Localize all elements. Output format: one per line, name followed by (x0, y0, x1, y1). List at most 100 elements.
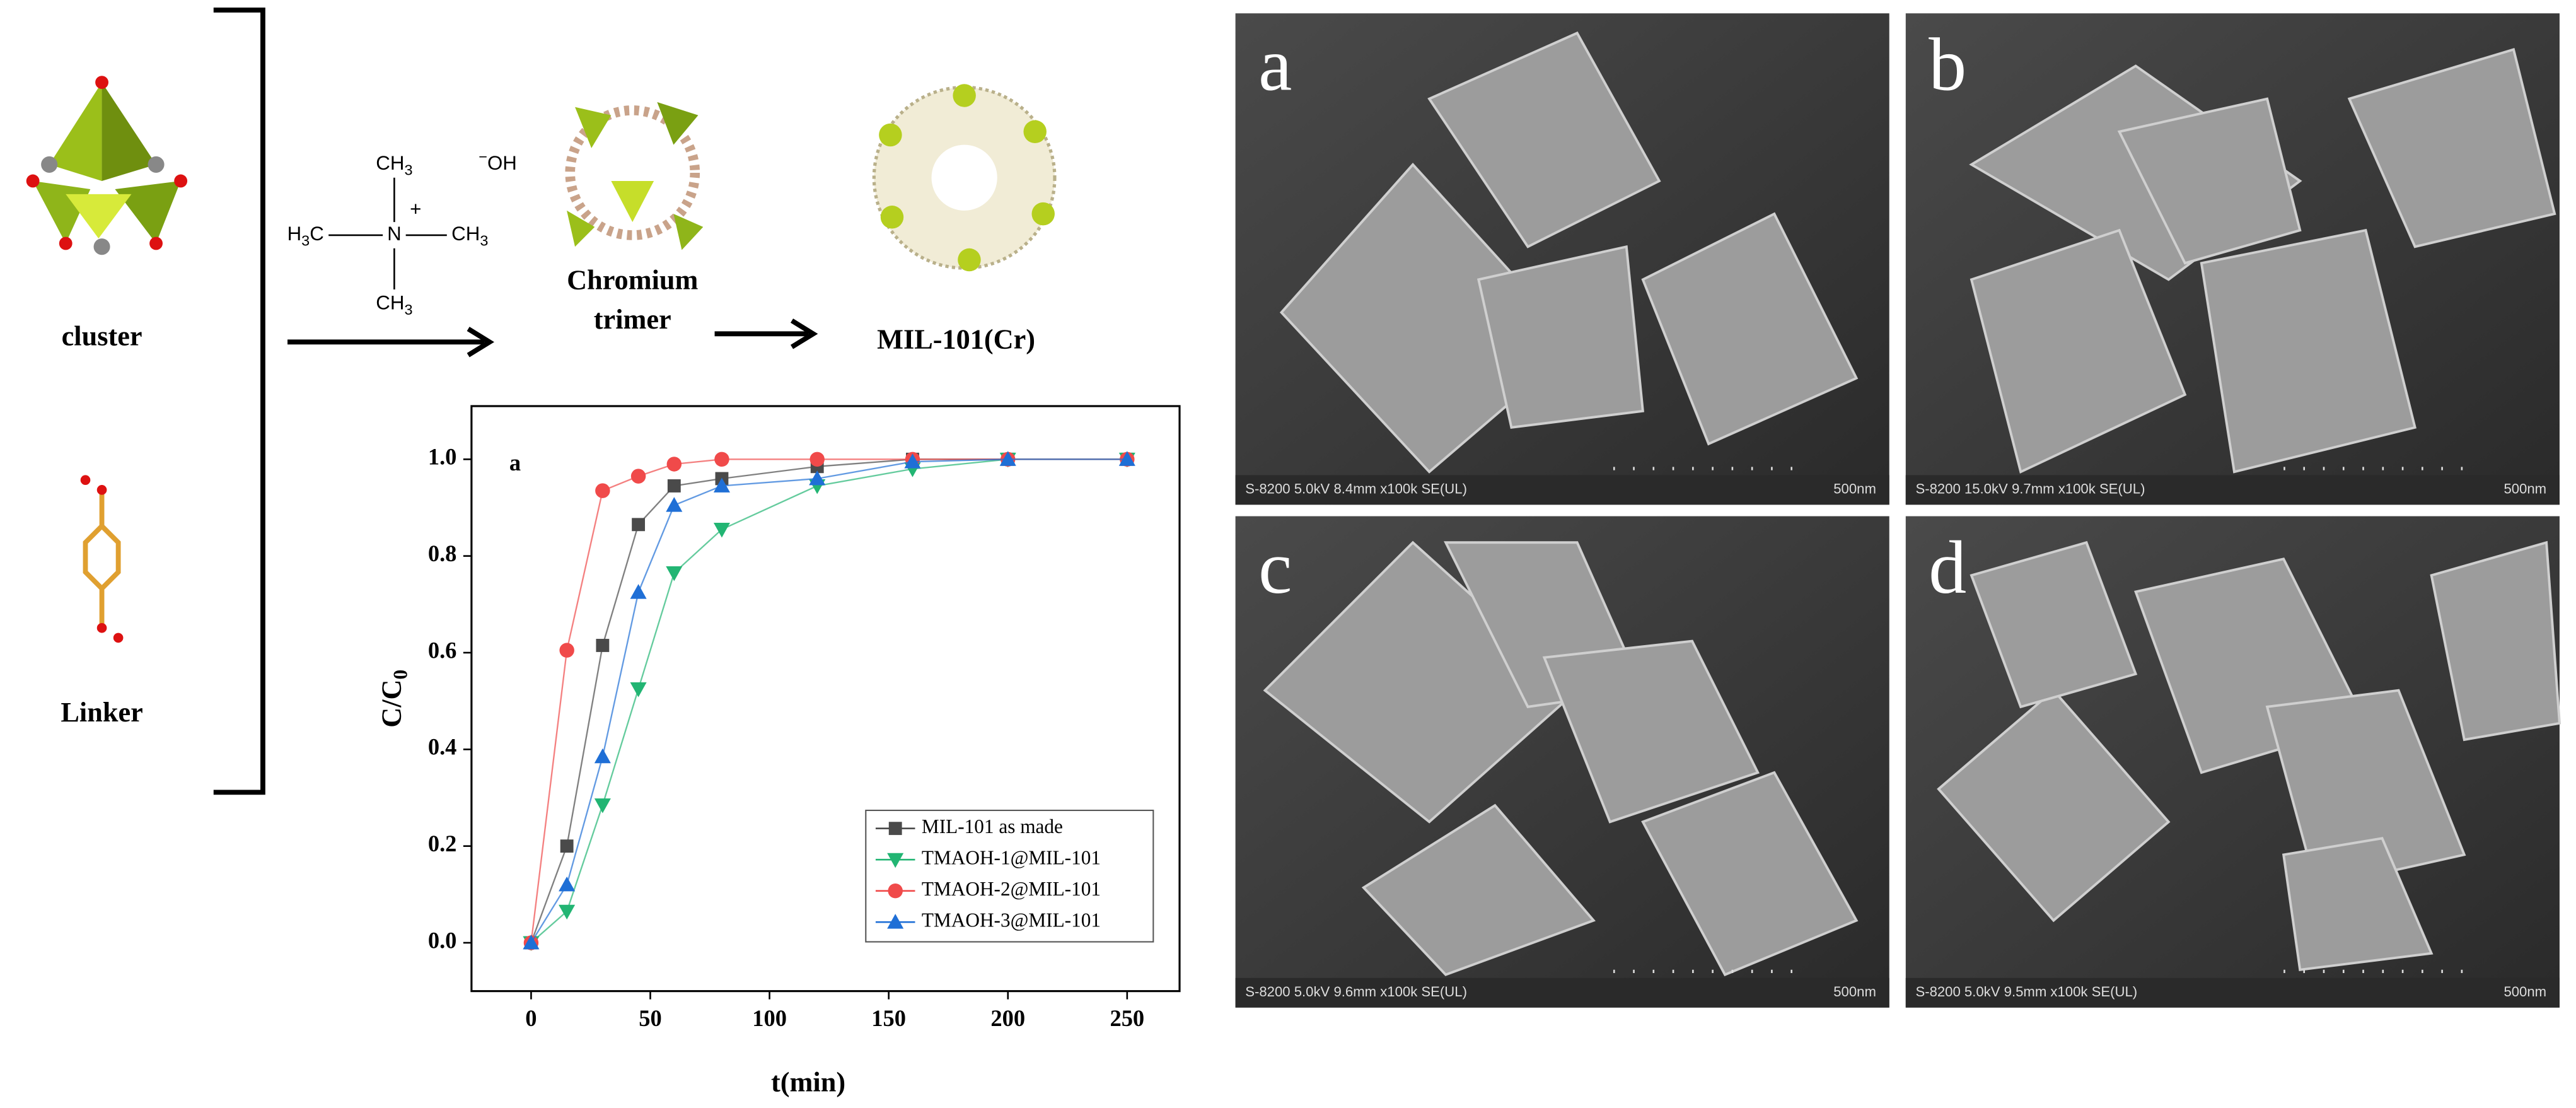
chart: a t(min) C/C0 0 50 100 150 200 2500.00.20.40.… (376, 405, 1181, 1097)
sem-label: c (1258, 525, 1292, 609)
marker (523, 934, 540, 950)
plot-frame (470, 405, 1181, 993)
methyl: CH3 (376, 152, 412, 178)
caption-strip (1235, 475, 1889, 505)
series-line (530, 458, 1127, 943)
crystal (2265, 689, 2466, 889)
marker (666, 566, 683, 581)
sem-label: b (1929, 22, 1966, 106)
crystal (1542, 639, 1760, 824)
legend-label: MIL-101 as made (922, 815, 1063, 837)
y-tick-label: 0.2 (428, 831, 457, 856)
legend-label: TMAOH-1@MIL-101 (922, 846, 1101, 868)
sem-panel: b S-8200 15.0kV 9.7mm x100k SE(UL) 500nm (1905, 13, 2560, 505)
trimer-structure (565, 102, 704, 250)
marker (666, 457, 682, 472)
sem-label: a (1258, 22, 1292, 106)
product-label: MIL-101(Cr) (877, 324, 1035, 355)
sem-images: a S-8200 5.0kV 8.4mm x100k SE(UL) 500nm b S-… (1235, 13, 2561, 1008)
marker (595, 483, 610, 498)
sem-caption: S-8200 5.0kV 9.5mm x100k SE(UL) (1915, 984, 2137, 1000)
text: C/C (376, 680, 407, 728)
trimer-label: trimer (594, 304, 671, 335)
text: H (287, 223, 302, 245)
crystal (1937, 689, 2171, 923)
text: CH (376, 152, 404, 174)
charge: + (410, 198, 421, 220)
marker (559, 876, 576, 892)
caption-strip (1905, 475, 2560, 505)
marker (630, 469, 646, 484)
x-tick-label: 200 (990, 1005, 1025, 1031)
marker (559, 643, 574, 658)
crystal (1641, 212, 1859, 446)
scheme: cluster Linker CH3 H3C CH3 CH3 N + −OH C… (26, 8, 1057, 795)
superscript: − (479, 149, 487, 165)
crystal (1970, 540, 2138, 709)
marker (809, 452, 825, 467)
marker (809, 470, 826, 486)
marker (594, 748, 611, 764)
scale-label: 500nm (1833, 481, 1876, 497)
crystal (2117, 97, 2302, 265)
text: CH (451, 223, 480, 245)
x-tick-label: 250 (1110, 1005, 1144, 1031)
nitrogen: N (387, 223, 402, 245)
marker (630, 584, 647, 599)
scale-label: 500nm (2503, 481, 2546, 497)
methyl: CH3 (451, 223, 488, 248)
marker (713, 477, 730, 493)
cluster-structure (26, 76, 188, 255)
y-tick-label: 0.8 (428, 540, 457, 566)
subscript: 3 (301, 233, 310, 249)
marker (596, 639, 610, 652)
marker (560, 839, 574, 853)
methyl: CH3 (376, 292, 412, 318)
linker-label: Linker (61, 697, 142, 728)
subscript: 3 (480, 233, 488, 249)
subscript: 3 (404, 301, 412, 318)
crystal (1970, 228, 2187, 474)
y-tick-label: 0.0 (428, 927, 457, 953)
marker (559, 904, 576, 920)
y-axis-label: C/C0 (376, 670, 412, 728)
marker (630, 682, 647, 697)
caption-strip (1905, 977, 2560, 1008)
y-tick-label: 1.0 (428, 444, 457, 470)
subscript: 0 (390, 670, 412, 680)
crystal (1477, 245, 1645, 429)
marker (1118, 451, 1135, 466)
methyl: H3C (287, 223, 324, 248)
anion: −OH (479, 149, 517, 175)
legend-label: TMAOH-2@MIL-101 (922, 878, 1101, 900)
x-tick-label: 100 (752, 1005, 787, 1031)
y-tick-label: 0.6 (428, 637, 457, 663)
crystal (1641, 771, 1859, 977)
crystal (2430, 540, 2561, 742)
crystal (1361, 803, 1596, 976)
text: CH (376, 292, 404, 314)
trimer-label: Chromium (567, 265, 698, 296)
legend-box (865, 809, 1154, 943)
text: C (310, 223, 324, 245)
arrows (287, 318, 818, 358)
sem-caption: S-8200 15.0kV 9.7mm x100k SE(UL) (1915, 481, 2145, 497)
y-tick-label: 0.4 (428, 734, 457, 760)
sem-panel: c S-8200 5.0kV 9.6mm x100k SE(UL) 500nm (1235, 516, 1889, 1008)
cluster-label: cluster (62, 320, 142, 351)
sem-panel: a S-8200 5.0kV 8.4mm x100k SE(UL) 500nm (1235, 13, 1889, 505)
x-axis-label: t(min) (771, 1066, 845, 1097)
caption-strip (1235, 977, 1889, 1008)
marker (666, 497, 683, 512)
sem-panel: d S-8200 5.0kV 9.5mm x100k SE(UL) 500nm (1905, 516, 2561, 1008)
sem-caption: S-8200 5.0kV 9.6mm x100k SE(UL) (1245, 984, 1467, 1000)
x-tick-label: 0 (525, 1005, 537, 1031)
crystal (2282, 837, 2434, 971)
crystal (1427, 31, 1661, 248)
sem-label: d (1929, 525, 1966, 609)
x-tick-label: 50 (639, 1005, 661, 1031)
marker (887, 914, 904, 929)
marker (713, 523, 730, 538)
